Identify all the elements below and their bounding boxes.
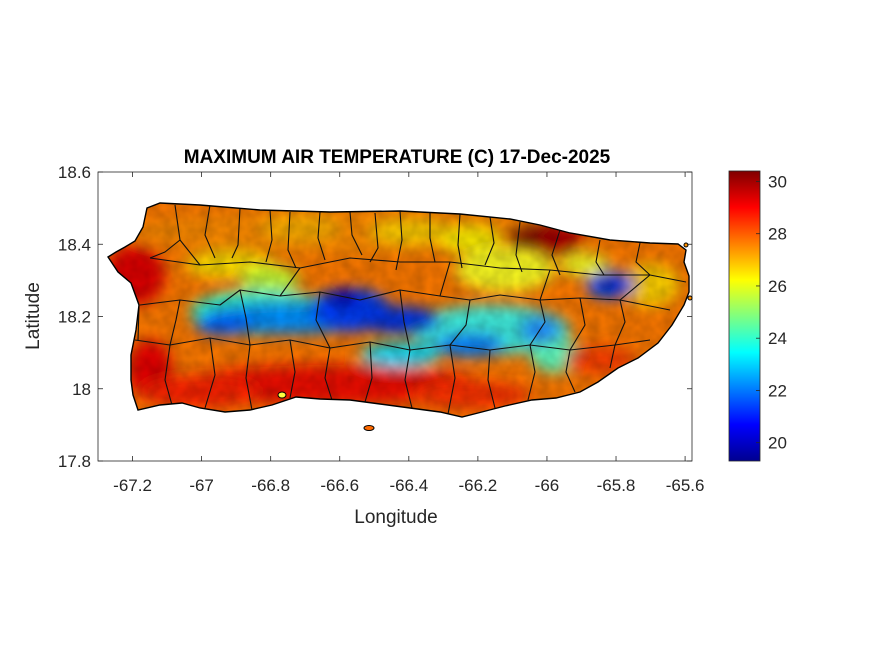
x-axis-label: Longitude [354,507,437,528]
colorbar-tick-label: 20 [768,434,787,453]
y-tick-label: 18.2 [58,308,91,327]
x-tick-label: -66.6 [320,476,359,495]
y-axis-label: Latitude [23,282,44,350]
colorbar-tick-label: 30 [768,172,787,191]
colorbar [728,170,761,462]
x-tick-label: -66.4 [389,476,428,495]
chart-title: MAXIMUM AIR TEMPERATURE (C) 17-Dec-2025 [184,147,611,168]
y-tick-label: 18.4 [58,235,91,254]
y-axis: 17.8 18 18.2 18.4 18.6 [58,163,692,471]
x-tick-label: -65.6 [666,476,705,495]
municipality-boundaries [134,204,687,415]
x-tick-label: -67 [189,476,214,495]
y-tick-label: 18 [72,380,91,399]
x-axis: -67.2 -67 -66.8 -66.6 -66.4 -66.2 -66 -65.8 -65.… [113,172,704,495]
colorbar-tick-label: 24 [768,329,787,348]
colorbar-ticks: 20 22 24 26 28 30 [756,172,787,453]
y-tick-label: 17.8 [58,452,91,471]
colorbar-tick-label: 26 [768,277,787,296]
colorbar-tick-label: 28 [768,225,787,244]
x-tick-label: -65.8 [597,476,636,495]
colorbar-tick-label: 22 [768,381,787,400]
x-tick-label: -66.8 [251,476,290,495]
islets [277,242,693,431]
x-tick-label: -67.2 [113,476,152,495]
temperature-field [108,203,689,417]
x-tick-label: -66.2 [459,476,498,495]
y-tick-label: 18.6 [58,163,91,182]
x-tick-label: -66 [535,476,560,495]
